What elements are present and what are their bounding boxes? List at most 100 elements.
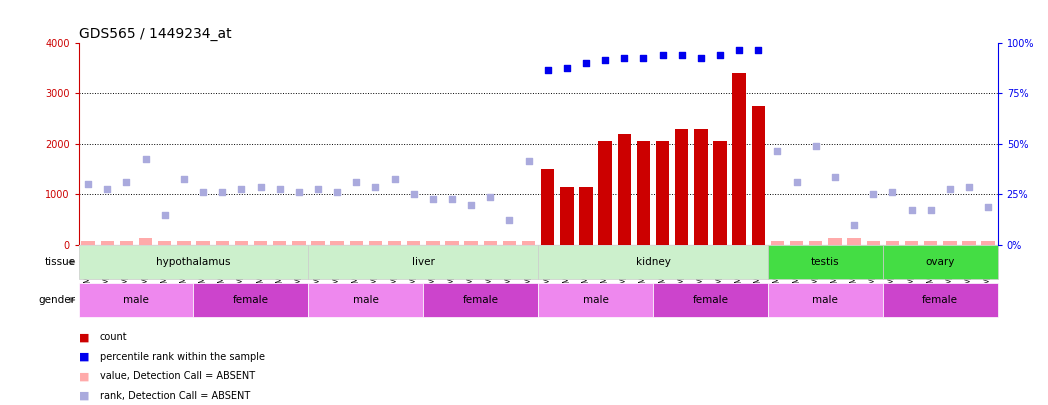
Point: [406, 191, 422, 198]
Point: [424, 196, 441, 203]
Bar: [388, 241, 401, 245]
Point: [693, 54, 709, 61]
Point: [769, 148, 786, 155]
Bar: [101, 241, 114, 245]
Text: ■: ■: [79, 371, 89, 381]
Point: [482, 194, 499, 200]
Bar: [292, 241, 306, 245]
Point: [386, 176, 402, 182]
Bar: [254, 241, 267, 245]
Bar: [886, 241, 899, 245]
Text: female: female: [693, 295, 728, 305]
Bar: [119, 241, 133, 245]
Point: [903, 207, 920, 213]
Point: [195, 189, 212, 195]
Bar: [79, 245, 308, 279]
Text: female: female: [463, 295, 499, 305]
Bar: [216, 241, 228, 245]
Bar: [637, 141, 650, 245]
Point: [846, 222, 863, 228]
Text: percentile rank within the sample: percentile rank within the sample: [100, 352, 264, 362]
Bar: [196, 241, 210, 245]
Bar: [483, 241, 497, 245]
Bar: [308, 283, 423, 317]
Point: [559, 64, 575, 71]
Bar: [538, 245, 768, 279]
Bar: [675, 129, 689, 245]
Point: [290, 189, 307, 195]
Bar: [308, 245, 538, 279]
Point: [118, 179, 135, 185]
Bar: [981, 241, 995, 245]
Bar: [158, 241, 172, 245]
Point: [253, 183, 269, 190]
Point: [616, 54, 633, 61]
Point: [577, 60, 594, 66]
Bar: [445, 241, 459, 245]
Bar: [194, 283, 308, 317]
Text: ■: ■: [79, 391, 89, 401]
Text: male: male: [812, 295, 838, 305]
Bar: [809, 241, 823, 245]
Point: [443, 196, 460, 203]
Point: [329, 189, 346, 195]
Point: [99, 186, 115, 192]
Point: [463, 201, 480, 208]
Point: [885, 189, 901, 195]
Point: [80, 181, 96, 188]
Bar: [311, 241, 325, 245]
Point: [941, 186, 958, 192]
Bar: [561, 187, 573, 245]
Bar: [768, 283, 882, 317]
Bar: [694, 129, 707, 245]
Text: liver: liver: [412, 257, 435, 267]
Point: [712, 52, 728, 58]
Point: [827, 173, 844, 180]
Point: [348, 179, 365, 185]
Text: ovary: ovary: [925, 257, 955, 267]
Point: [865, 191, 881, 198]
Bar: [407, 241, 420, 245]
Bar: [272, 241, 286, 245]
Point: [788, 179, 805, 185]
Text: kidney: kidney: [635, 257, 671, 267]
Bar: [79, 283, 194, 317]
Bar: [867, 241, 880, 245]
Point: [654, 52, 671, 58]
Bar: [598, 141, 612, 245]
Bar: [751, 106, 765, 245]
Text: ■: ■: [79, 352, 89, 362]
Point: [233, 186, 249, 192]
Bar: [768, 245, 882, 279]
Text: value, Detection Call = ABSENT: value, Detection Call = ABSENT: [100, 371, 255, 381]
Text: gender: gender: [39, 295, 75, 305]
Bar: [962, 241, 976, 245]
Bar: [423, 283, 538, 317]
Point: [367, 183, 384, 190]
Text: male: male: [353, 295, 378, 305]
Text: tissue: tissue: [44, 257, 75, 267]
Point: [980, 204, 997, 210]
Point: [309, 186, 326, 192]
Bar: [924, 241, 937, 245]
Point: [730, 47, 747, 53]
Text: female: female: [922, 295, 958, 305]
Bar: [580, 187, 593, 245]
Point: [520, 158, 537, 165]
Bar: [714, 141, 726, 245]
Bar: [464, 241, 478, 245]
Bar: [617, 134, 631, 245]
Bar: [904, 241, 918, 245]
Bar: [733, 73, 746, 245]
Bar: [139, 239, 152, 245]
Bar: [882, 245, 998, 279]
Bar: [503, 241, 516, 245]
Point: [750, 47, 767, 53]
Text: hypothalamus: hypothalamus: [156, 257, 231, 267]
Text: testis: testis: [811, 257, 839, 267]
Point: [137, 156, 154, 162]
Point: [635, 54, 652, 61]
Text: rank, Detection Call = ABSENT: rank, Detection Call = ABSENT: [100, 391, 249, 401]
Bar: [538, 283, 653, 317]
Text: count: count: [100, 333, 127, 342]
